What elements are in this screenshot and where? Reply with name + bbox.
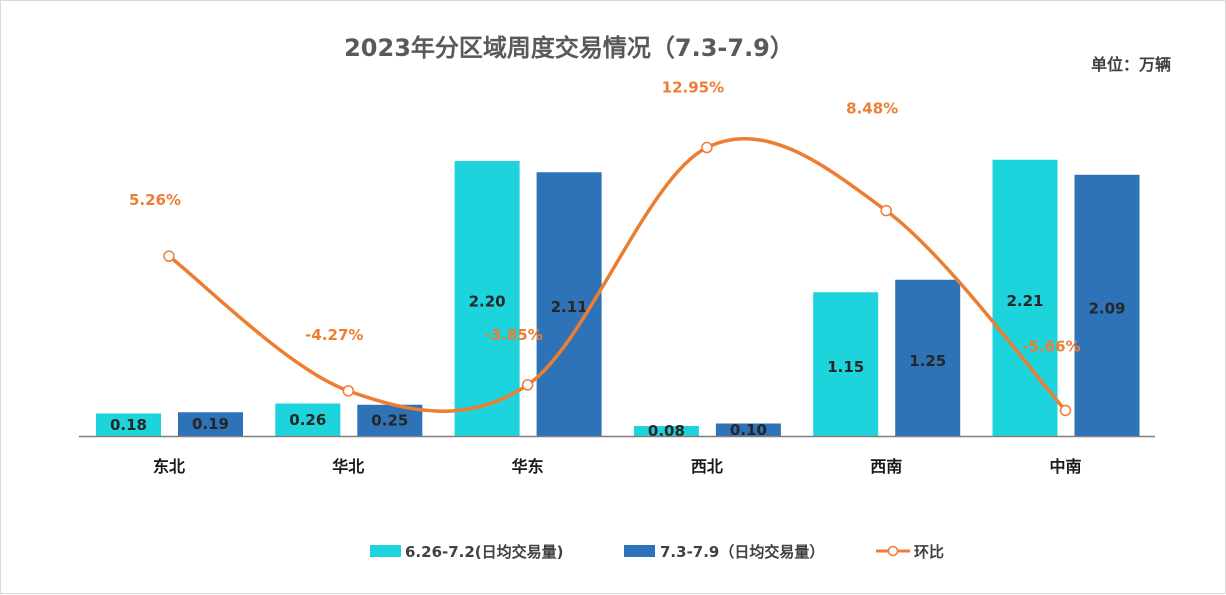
bar-series-2-5 [1074, 174, 1140, 436]
line-point-2 [521, 379, 534, 391]
bar-series-1-3 [633, 426, 699, 436]
category-label-3: 西北 [691, 457, 723, 476]
bar-label-series-1-5: 2.21 [1006, 292, 1043, 310]
line-label-2: -3.85% [484, 326, 542, 344]
category-labels: 东北 华北 华东 西北 西南 中南 [153, 457, 1082, 476]
legend-swatch-series-2 [624, 545, 655, 557]
line-label-0: 5.26% [129, 191, 181, 209]
bar-label-series-1-4: 1.15 [827, 358, 864, 376]
bar-series-1-4 [813, 292, 879, 436]
line-label-4: 8.48% [846, 100, 898, 118]
bar-series-2-4 [895, 279, 961, 436]
legend-marker-series-3 [887, 545, 899, 557]
bar-series-1-2 [454, 161, 520, 436]
category-label-0: 东北 [153, 457, 185, 476]
bar-label-series-1-2: 2.20 [469, 293, 506, 311]
bar-series-1-0 [96, 413, 161, 436]
line-series-3 [167, 136, 1068, 413]
category-label-2: 华东 [512, 457, 544, 476]
legend-label-series-3: 环比 [914, 543, 944, 561]
legend-label-series-1: 6.26-7.2(日均交易量) [405, 543, 564, 561]
bar-series-2-0 [178, 412, 243, 436]
bar-label-series-2-4: 1.25 [909, 352, 946, 370]
unit-label: 单位：万辆 [1091, 55, 1171, 74]
bar-label-series-2-0: 0.19 [192, 415, 229, 433]
bar-label-series-1-1: 0.26 [289, 411, 326, 429]
bar-series-1-1 [275, 403, 341, 436]
line-label-3: 12.95% [662, 79, 724, 97]
line-point-4 [880, 204, 892, 217]
bar-label-series-2-5: 2.09 [1088, 299, 1125, 317]
category-label-5: 中南 [1049, 457, 1081, 476]
category-label-1: 华北 [332, 457, 364, 476]
legend-label-series-2: 7.3-7.9（日均交易量） [660, 543, 824, 561]
line-point-5 [1059, 404, 1072, 417]
line-label-5: -5.66% [1022, 337, 1080, 355]
bars-layer: 0.18 0.19 0.26 0.25 2.20 2.11 0.08 0.10 1.15 1.25… [96, 159, 1140, 440]
legend-swatch-series-1 [370, 545, 401, 557]
line-point-0 [163, 250, 175, 262]
bar-label-series-1-3: 0.08 [648, 422, 685, 440]
legend[interactable]: 6.26-7.2(日均交易量) 7.3-7.9（日均交易量） 环比 [370, 543, 944, 561]
bar-label-series-2-1: 0.25 [371, 411, 408, 429]
bar-series-2-3 [715, 423, 781, 436]
category-label-4: 西南 [870, 457, 902, 476]
line-point-1 [342, 385, 355, 397]
line-point-3 [701, 141, 713, 154]
line-layer: 5.26% -4.27% -3.85% 12.95% 8.48% -5.66% [129, 79, 1081, 417]
bar-label-series-1-0: 0.18 [110, 416, 147, 434]
chart-title: 2023年分区域周度交易情况（7.3-7.9） [344, 34, 794, 62]
bar-label-series-2-3: 0.10 [730, 421, 767, 439]
line-label-1: -4.27% [305, 326, 363, 344]
bar-label-series-2-2: 2.11 [551, 298, 588, 316]
